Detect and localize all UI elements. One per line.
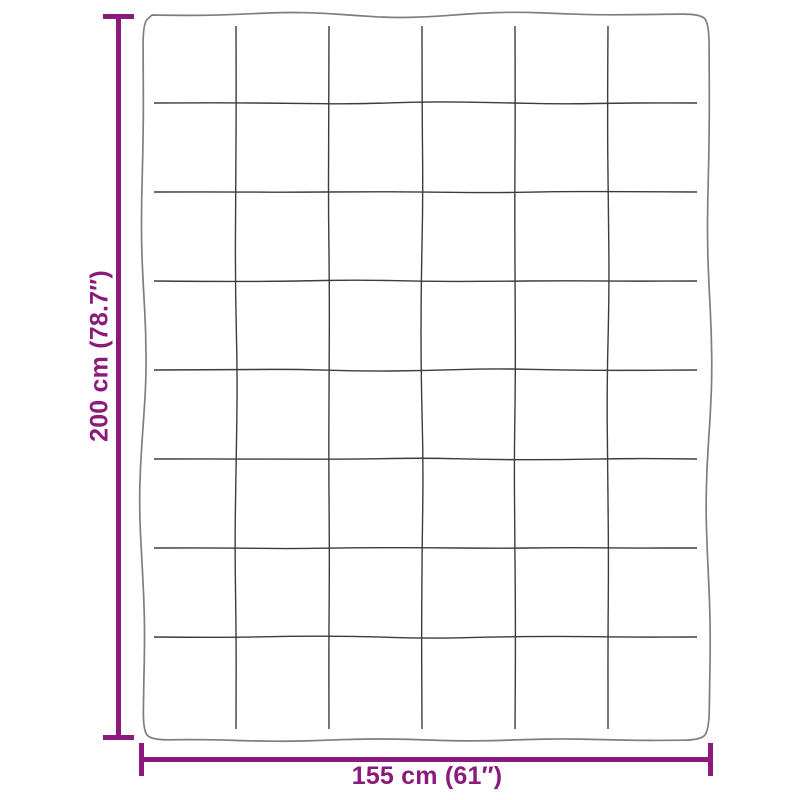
quilt-seam-vertical [234,25,238,730]
quilt-seam-horizontal [153,101,698,105]
horizontal-dimension-line [139,743,713,776]
blanket-outline [138,11,713,743]
quilt-seam-vertical [606,25,610,729]
quilt-seam-horizontal [153,279,698,283]
quilt-seam-horizontal [153,190,698,194]
quilt-seam-vertical [327,25,331,730]
width-dimension-label: 155 cm (61″) [351,762,503,790]
height-dimension-label: 200 cm (78.7″) [85,270,114,442]
quilt-seam-horizontal [153,635,698,639]
quilt-seam-vertical [420,25,424,730]
quilt-grid [153,25,698,730]
quilt-seam-horizontal [153,457,698,461]
quilt-seam-horizontal [153,546,697,550]
quilt-seam-vertical [513,25,517,730]
blanket-edge [138,11,713,743]
vertical-dimension-line [103,14,134,740]
quilt-seam-horizontal [153,368,698,372]
